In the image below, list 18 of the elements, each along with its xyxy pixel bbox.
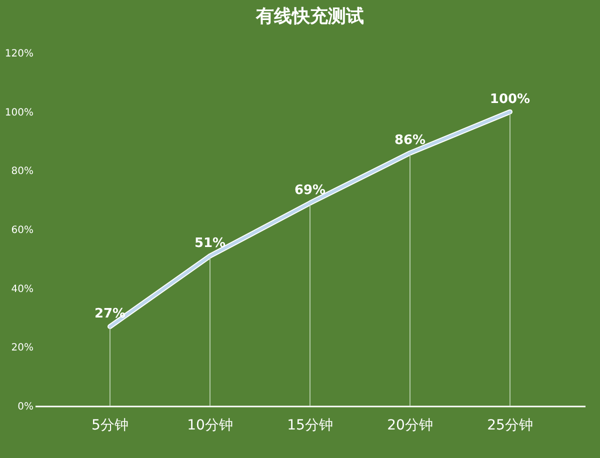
y-tick-label: 80% [11,166,34,178]
y-tick-label: 40% [11,284,34,295]
text: 86% [394,133,426,148]
text: 69% [294,183,326,198]
x-tick-label: 10分钟 [187,418,233,434]
text: 51% [194,236,226,251]
y-tick-label: 0% [18,402,34,412]
y-tick-label: 20% [11,342,34,354]
y-tick-label: 120% [4,48,34,60]
x-tick-label: 5分钟 [92,418,128,434]
chart-title: 有线快充测试 [255,6,364,27]
x-tick-label: 20分钟 [387,418,433,434]
y-tick-label: 60% [11,225,34,236]
y-tick-label: 100% [4,107,34,118]
x-tick-label: 25分钟 [487,418,533,434]
x-tick-label: 15分钟 [287,418,333,434]
text: 27% [94,306,126,322]
text: 100% [490,92,530,107]
